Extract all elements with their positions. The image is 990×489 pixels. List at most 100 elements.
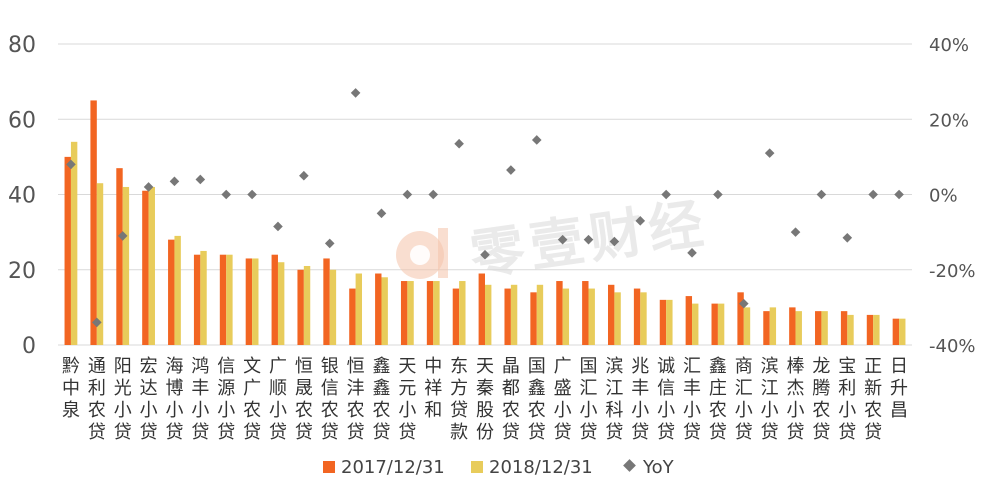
bar-2017 — [375, 273, 382, 345]
x-tick-label: 鑫庄农贷 — [709, 356, 727, 443]
bar-2017 — [685, 296, 693, 345]
bar-2018 — [692, 303, 699, 345]
x-tick-label: 东方贷款 — [450, 356, 468, 443]
yoy-marker — [324, 238, 335, 249]
bar-2017 — [633, 288, 641, 345]
yoy-marker — [713, 189, 723, 200]
yoy-marker — [842, 232, 853, 243]
x-tick-label: 信源小贷 — [217, 356, 235, 443]
bar-2017 — [737, 292, 744, 345]
bar-2018 — [769, 307, 777, 345]
bar-2018 — [277, 262, 285, 345]
x-tick-label: 恒沣农贷 — [347, 356, 365, 443]
yoy-marker — [764, 148, 775, 158]
bar-2018 — [96, 183, 104, 345]
y-left-tick-label: 80 — [8, 33, 36, 58]
legend-label-yoy: YoY — [642, 457, 675, 478]
y-axis-right: -40% -20% 0% 20% 40% — [929, 35, 976, 357]
bar-2017 — [892, 318, 900, 345]
x-tick-label: 天秦股份 — [476, 356, 494, 443]
y-right-tick-label: 40% — [929, 35, 969, 56]
x-tick-label: 天元小贷 — [398, 356, 416, 443]
bar-2017 — [245, 258, 253, 345]
bar-2017 — [271, 254, 278, 345]
bar-2018 — [821, 311, 828, 345]
legend-label-2018: 2018/12/31 — [489, 457, 593, 478]
bar-2018 — [148, 186, 155, 345]
bar-2018 — [200, 250, 207, 345]
bar-2018 — [873, 314, 880, 345]
legend-marker-yoy — [623, 459, 636, 472]
bar-2018 — [847, 314, 854, 345]
bar-2017 — [504, 288, 511, 345]
bar-2017 — [478, 273, 485, 345]
yoy-marker — [454, 138, 464, 149]
bar-2018 — [381, 277, 388, 345]
bar-2017 — [426, 281, 434, 345]
bar-2017 — [840, 311, 848, 345]
bar-2018 — [588, 288, 595, 345]
yoy-marker — [583, 234, 594, 245]
yoy-marker — [428, 189, 439, 200]
bar-2018 — [174, 235, 181, 345]
bar-2017 — [607, 284, 615, 345]
bar-2018 — [795, 311, 802, 345]
yoy-marker — [531, 135, 542, 145]
bar-2017 — [193, 254, 201, 345]
bars — [64, 100, 906, 345]
yoy-marker — [299, 170, 309, 181]
yoy-marker — [402, 189, 413, 200]
bar-2018 — [510, 284, 518, 345]
yoy-marker — [738, 298, 749, 309]
y-right-tick-label: 0% — [929, 186, 958, 207]
bar-2017 — [556, 281, 563, 345]
bar-2018 — [226, 254, 233, 345]
bar-2017 — [142, 190, 149, 345]
x-tick-label: 正新农贷 — [864, 356, 882, 443]
bar-2017 — [711, 303, 718, 345]
x-tick-label: 晶都农贷 — [502, 356, 520, 443]
x-tick-label: 日升昌 — [890, 356, 908, 421]
yoy-marker — [195, 174, 206, 185]
bar-2018 — [536, 284, 544, 345]
y-right-tick-label: -40% — [929, 336, 976, 357]
bar-2018 — [666, 299, 673, 345]
yoy-marker — [376, 208, 387, 219]
yoy-marker — [66, 159, 76, 170]
y-left-tick-label: 40 — [8, 184, 36, 209]
x-tick-label: 商汇小贷 — [735, 356, 753, 443]
x-tick-label: 宝利小贷 — [838, 356, 856, 443]
y-left-tick-label: 0 — [22, 334, 36, 359]
legend-label-2017: 2017/12/31 — [341, 457, 445, 478]
yoy-marker — [506, 165, 516, 175]
yoy-marker — [609, 236, 620, 247]
yoy-marker — [868, 189, 878, 200]
bar-2017 — [116, 168, 123, 345]
yoy-marker — [661, 189, 671, 200]
x-axis-labels: 黔中泉通利农贷阳光小贷宏达小贷海博小贷鸿丰小贷信源小贷文广农贷广顺小贷恒晟农贷银… — [62, 356, 908, 443]
legend: 2017/12/31 2018/12/31 YoY — [323, 457, 675, 478]
y-left-tick-label: 20 — [8, 259, 36, 284]
bar-2018 — [459, 281, 466, 345]
watermark: 零壹财经 — [396, 191, 713, 287]
bar-2018 — [743, 307, 751, 345]
bar-2017 — [297, 269, 304, 345]
bar-2018 — [717, 303, 725, 345]
bar-2017 — [452, 288, 460, 345]
x-tick-label: 棒杰小贷 — [787, 356, 805, 443]
bar-2018 — [485, 284, 492, 345]
bar-2017 — [582, 281, 589, 345]
x-tick-label: 兆丰小贷 — [631, 356, 649, 443]
bar-2017 — [90, 100, 97, 345]
bar-2018 — [433, 281, 440, 345]
x-tick-label: 恒晟农贷 — [295, 356, 313, 443]
bar-2017 — [219, 254, 227, 345]
bar-2017 — [789, 307, 796, 345]
x-tick-label: 国汇小贷 — [580, 356, 598, 443]
bar-2018 — [329, 269, 337, 345]
x-tick-label: 海博小贷 — [165, 356, 183, 443]
yoy-marker — [894, 189, 904, 200]
yoy-marker — [350, 88, 361, 98]
